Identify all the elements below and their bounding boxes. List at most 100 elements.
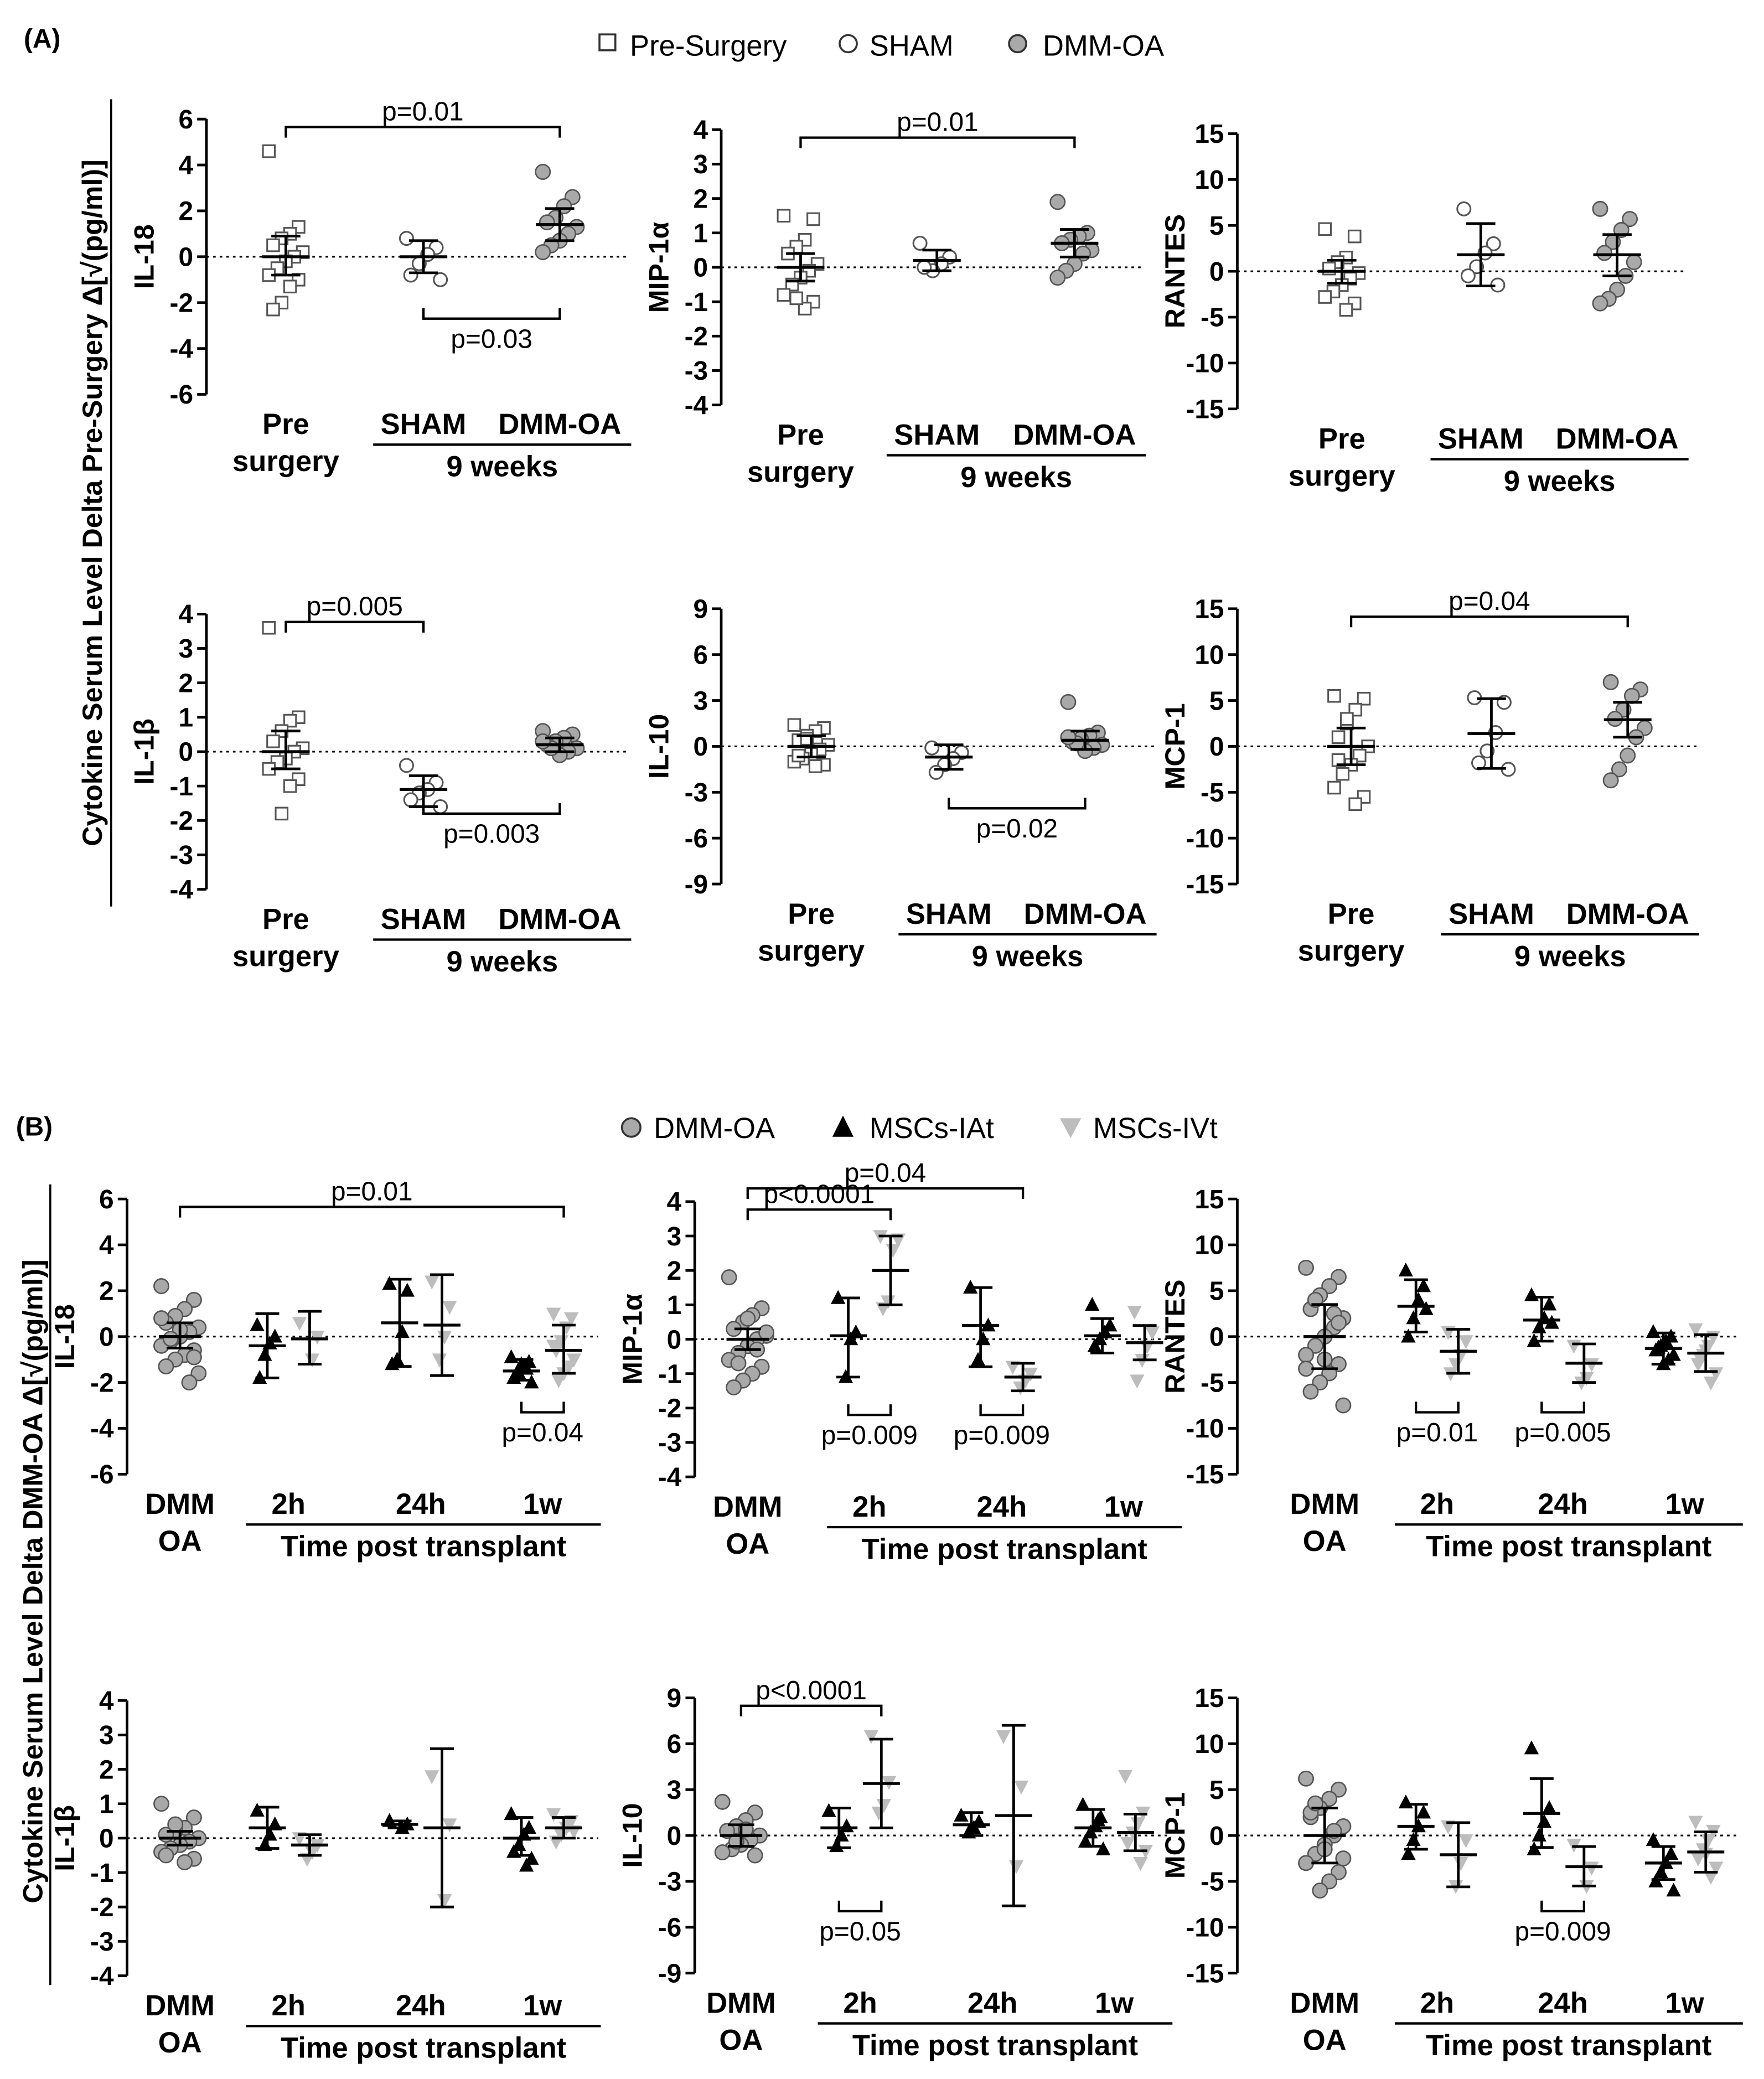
data-point-gray-circle: [539, 214, 555, 231]
category-label: DMM-OA: [1013, 418, 1136, 451]
y-tick-label: 5: [1209, 1776, 1224, 1805]
y-tick-label: -3: [658, 1868, 682, 1897]
data-point-gray-triangle: [1120, 1837, 1135, 1852]
legend-gray-circle-marker: [620, 1117, 642, 1138]
y-tick-label: -2: [170, 806, 194, 836]
data-point-black-triangle: [1401, 1845, 1416, 1860]
y-tick-label: 0: [694, 732, 708, 762]
data-point-square: [262, 620, 276, 635]
p-value-label: p=0.03: [451, 324, 532, 354]
data-point-gray-circle: [1298, 1361, 1315, 1377]
data-point-gray-circle: [1602, 674, 1619, 690]
data-point-gray-circle: [714, 1844, 731, 1860]
y-tick-label: 1: [99, 1790, 114, 1819]
data-point-gray-triangle: [863, 1730, 879, 1744]
data-point-gray-circle: [1622, 211, 1638, 227]
data-point-gray-triangle: [1008, 1860, 1024, 1874]
p-value-label: p=0.005: [307, 592, 403, 622]
data-point-black-triangle: [1666, 1883, 1681, 1897]
y-tick-label: -6: [658, 1913, 682, 1943]
y-tick-label: 4: [99, 1231, 114, 1260]
significance-bracket: p=0.003: [422, 803, 561, 849]
data-point-open-circle: [433, 272, 448, 287]
data-point-gray-circle: [739, 1310, 756, 1327]
data-point-black-triangle: [1087, 1338, 1102, 1352]
data-point-black-triangle: [1416, 1278, 1431, 1292]
y-tick-label: -5: [1201, 1868, 1224, 1897]
data-point-gray-circle: [1298, 1855, 1315, 1871]
data-point-gray-circle: [730, 1355, 747, 1372]
data-point-black-triangle: [1075, 1797, 1090, 1811]
category-label: DMM: [145, 1488, 215, 1521]
data-point-open-circle: [1456, 201, 1472, 216]
y-tick-label: -6: [90, 1460, 114, 1490]
group-label: 9 weeks: [446, 945, 558, 978]
y-tick-label: -9: [685, 870, 708, 899]
data-point-gray-circle: [1592, 200, 1608, 217]
p-value-label: p=0.005: [1515, 1418, 1611, 1447]
data-point-open-circle: [1486, 236, 1501, 251]
y-tick-label: 0: [1209, 1822, 1224, 1851]
data-point-gray-triangle: [561, 1818, 576, 1833]
bracket-line: [847, 1404, 892, 1416]
y-tick-label: 15: [1194, 1185, 1224, 1214]
y-tick-label: 0: [178, 243, 193, 272]
category-label: 2h: [1420, 1488, 1454, 1521]
data-point-gray-triangle: [1703, 1870, 1719, 1885]
y-tick-label: 4: [667, 1188, 682, 1217]
y-tick-label: 3: [694, 150, 708, 179]
data-point-square: [777, 209, 791, 223]
chart-panel-il-18: 6 4 2 0 -2 -4 -6 IL-18 Pre surgery SHAM DMM-OA 9 wee…: [128, 97, 632, 483]
group-label: 9 weeks: [1504, 465, 1616, 498]
y-tick-label: 0: [1209, 1322, 1224, 1352]
data-point-black-triangle: [1524, 1740, 1539, 1755]
chart-panel-il-18: 6 4 2 0 -2 -4 -6 IL-18 DMM OA 2h 24h 1w Time post tra…: [49, 1177, 601, 1563]
y-tick-label: -5: [1201, 303, 1224, 333]
section-b-label: (B): [16, 1112, 53, 1141]
y-tick-label: -10: [1186, 1414, 1224, 1444]
y-tick-label: -4: [658, 1463, 682, 1492]
data-point-black-triangle: [1541, 1296, 1557, 1311]
y-axis-label: IL-10: [617, 1803, 648, 1868]
y-tick-label: 10: [1194, 640, 1224, 670]
y-tick-label: -1: [170, 772, 194, 801]
data-point-gray-circle: [185, 1349, 202, 1366]
category-label: OA: [1303, 1525, 1347, 1558]
data-point-black-triangle: [1401, 1328, 1416, 1343]
data-point-black-triangle: [1096, 1841, 1111, 1855]
y-tick-label: -2: [90, 1893, 114, 1922]
data-point-square: [283, 280, 297, 294]
y-tick-label: -2: [90, 1368, 114, 1398]
category-label: Pre: [788, 898, 835, 930]
legend-sham: SHAM: [870, 29, 954, 62]
legend-a: Pre-Surgery SHAM DMM-OA: [598, 29, 1164, 62]
legend-dmm-oa: DMM-OA: [654, 1112, 775, 1145]
data-point-gray-triangle: [437, 1330, 452, 1345]
data-point-black-triangle: [1406, 1310, 1421, 1325]
category-label: 1w: [1665, 1987, 1704, 2019]
significance-bracket: p=0.01: [1396, 1401, 1478, 1447]
data-point-gray-circle: [1602, 772, 1619, 789]
y-tick-label: 15: [1194, 120, 1224, 149]
y-tick-label: 0: [1209, 257, 1224, 287]
data-point-square: [266, 238, 280, 252]
data-point-gray-circle: [535, 244, 551, 260]
category-label: SHAM: [894, 418, 980, 451]
data-point-black-triangle: [250, 1802, 265, 1817]
significance-bracket: p=0.01: [284, 97, 561, 138]
y-tick-label: 6: [178, 105, 193, 135]
y-axis-label: IL-18: [128, 224, 159, 289]
data-point-black-triangle: [1537, 1813, 1552, 1828]
data-point-black-triangle: [976, 1331, 991, 1346]
data-point-square: [1318, 222, 1332, 236]
data-point-open-circle: [403, 267, 418, 283]
significance-bracket: p=0.009: [954, 1404, 1050, 1450]
p-value-label: p=0.009: [1515, 1917, 1611, 1946]
bracket-line: [284, 126, 561, 138]
y-tick-label: -3: [685, 356, 708, 386]
data-point-gray-circle: [158, 1847, 174, 1864]
data-point-gray-triangle: [425, 1770, 439, 1785]
category-label: Pre: [1328, 898, 1375, 930]
data-point-square: [777, 288, 791, 302]
